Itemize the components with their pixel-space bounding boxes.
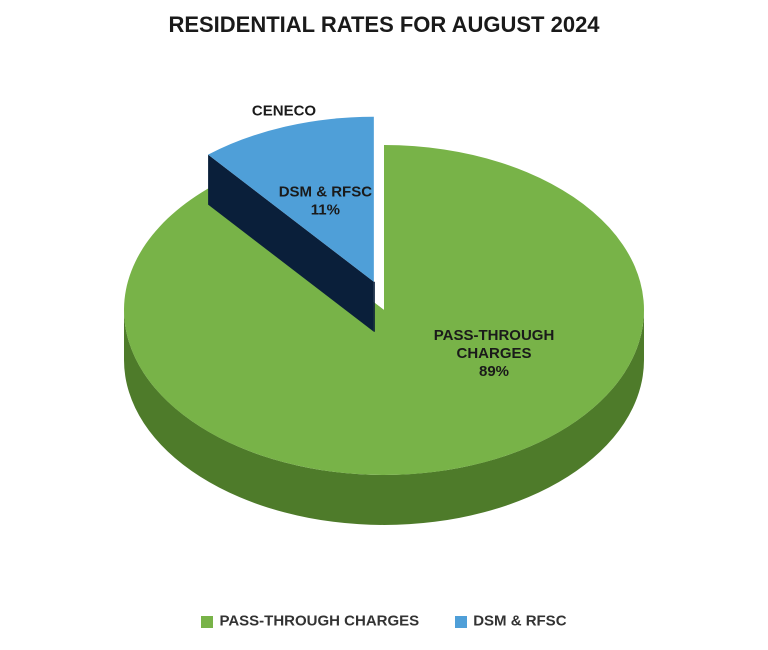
pie-slice-big (124, 145, 644, 475)
data-label: 11% (311, 201, 340, 218)
legend-swatch (455, 616, 467, 628)
legend-label: DSM & RFSC (473, 613, 566, 630)
chart-title: RESIDENTIAL RATES FOR AUGUST 2024 (0, 12, 768, 38)
pie-chart: PASS-THROUGHCHARGES89% DSM & RFSC11% CENEC… (0, 80, 768, 560)
legend-item: DSM & RFSC (455, 612, 566, 630)
legend-item: PASS-THROUGH CHARGES (201, 612, 419, 630)
legend: PASS-THROUGH CHARGES DSM & RFSC (0, 612, 768, 630)
legend-swatch (201, 616, 213, 628)
data-label: 89% (479, 363, 509, 380)
legend-label: PASS-THROUGH CHARGES (219, 613, 419, 630)
data-label: DSM & RFSC (279, 183, 373, 200)
data-label: CHARGES (456, 345, 531, 362)
data-label: PASS-THROUGH (434, 327, 555, 344)
annotation-ceneco: CENECO (252, 102, 317, 119)
